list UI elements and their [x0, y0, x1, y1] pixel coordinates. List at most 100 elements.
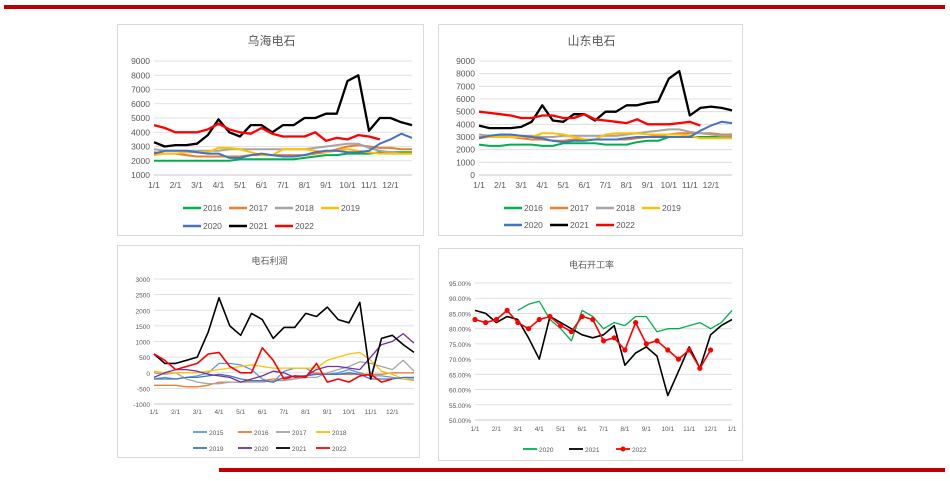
x-tick-label: 1/1: [148, 180, 160, 190]
y-tick-label: -500: [137, 386, 150, 393]
x-tick-label: 7/1: [279, 409, 288, 416]
y-tick-label: 4000: [131, 127, 150, 137]
y-tick-label: 2500: [136, 293, 151, 300]
x-tick-label: 2/1: [492, 426, 501, 433]
chart-title: 电石利润: [251, 255, 287, 266]
series-line-2021: [474, 309, 733, 397]
y-tick-label: 85.00%: [449, 311, 471, 318]
data-point-2022: [536, 316, 542, 323]
data-point-2022: [493, 316, 500, 323]
x-tick-label: 12/1: [703, 180, 720, 190]
y-tick-label: 2000: [136, 308, 151, 315]
y-tick-label: 70.00%: [449, 357, 471, 364]
legend-label-2016: 2016: [524, 203, 543, 213]
legend-label-2017: 2017: [249, 203, 268, 213]
y-tick-label: 5000: [131, 113, 150, 123]
series-line-2021: [153, 297, 415, 380]
data-point-2022: [568, 329, 574, 335]
y-tick-label: 90.00%: [449, 296, 471, 303]
y-tick-label: 6000: [456, 94, 475, 104]
data-point-2022: [622, 347, 628, 353]
legend-label-2018: 2018: [332, 430, 347, 437]
y-tick-label: 2000: [456, 145, 475, 155]
y-tick-label: 1000: [456, 157, 475, 167]
legend-label-2022: 2022: [632, 447, 647, 454]
legend-label-2017: 2017: [292, 430, 307, 437]
data-point-2022: [697, 365, 703, 371]
legend-label-2018: 2018: [295, 203, 314, 213]
x-tick-label: 1/1: [149, 409, 158, 416]
x-tick-label: 9/1: [642, 426, 651, 433]
legend-label-2020: 2020: [254, 446, 269, 453]
series-line-2020: [153, 333, 415, 383]
legend-label-2017: 2017: [570, 203, 589, 213]
data-point-2022: [547, 313, 553, 320]
data-point-2022: [558, 323, 564, 329]
series-line-2019: [478, 132, 732, 141]
x-tick-label: 9/1: [323, 409, 332, 416]
y-tick-label: 5000: [456, 107, 475, 117]
legend-label-2021: 2021: [570, 220, 589, 230]
legend-label-2021: 2021: [292, 446, 307, 453]
y-tick-label: 6000: [131, 99, 150, 109]
data-point-2022: [675, 356, 682, 362]
legend-label-2019: 2019: [209, 446, 224, 453]
series-line-2017: [153, 359, 415, 385]
x-tick-label: 7/1: [277, 180, 289, 190]
legend-label-2020: 2020: [539, 447, 554, 454]
y-tick-label: 2000: [131, 156, 150, 166]
x-tick-label: 6/1: [258, 409, 267, 416]
x-tick-label: 11/1: [361, 180, 377, 190]
x-tick-label: 3/1: [191, 180, 203, 190]
y-tick-label: 3000: [131, 142, 150, 152]
y-tick-label: 500: [139, 355, 150, 362]
chart-title: 乌海电石: [247, 33, 295, 48]
x-tick-label: 8/1: [620, 426, 629, 433]
y-tick-label: 1500: [136, 324, 151, 331]
series-line-2020: [517, 300, 733, 342]
y-tick-label: 80.00%: [449, 327, 471, 334]
y-tick-label: 9000: [456, 56, 475, 66]
series-line-2021: [478, 69, 733, 130]
legend-marker-2022: [620, 446, 626, 452]
x-tick-label: 2/1: [171, 409, 180, 416]
x-tick-label: 12/1: [382, 180, 399, 190]
data-point-2022: [643, 341, 649, 347]
x-tick-label: 3/1: [515, 180, 527, 190]
y-tick-label: 3000: [456, 132, 475, 142]
x-tick-label: 6/1: [256, 180, 268, 190]
x-tick-label: 6/1: [579, 180, 591, 190]
series-line-2016: [154, 151, 412, 162]
legend-label-2022: 2022: [616, 220, 635, 230]
legend-label-2019: 2019: [341, 203, 360, 213]
data-point-2022: [590, 316, 596, 323]
x-tick-label: 8/1: [301, 409, 310, 416]
data-point-2022: [654, 338, 660, 344]
data-point-2022: [472, 316, 478, 323]
bottom-accent-bar: [219, 468, 945, 472]
data-point-2022: [611, 335, 617, 341]
data-point-2022: [707, 347, 714, 353]
y-tick-label: 55.00%: [449, 403, 471, 410]
series-line-2017: [153, 144, 412, 158]
legend-label-2022: 2022: [295, 221, 314, 231]
series-line-2020: [153, 132, 413, 159]
x-tick-label: 4/1: [214, 409, 223, 416]
x-tick-label: 5/1: [234, 180, 246, 190]
legend-label-2022: 2022: [332, 446, 347, 453]
x-tick-label: 10/1: [660, 180, 677, 190]
y-tick-label: 7000: [456, 81, 475, 91]
x-tick-label: 11/1: [683, 426, 696, 433]
x-tick-label: 1/1: [470, 426, 479, 433]
chart-shandong-carbide-price: 山东电石 0 1000 2000 3000 4000 5000 6000 7000 8000 900…: [438, 24, 743, 236]
data-point-2022: [600, 338, 607, 344]
y-tick-label: 4000: [456, 119, 475, 129]
x-tick-label: 6/1: [578, 426, 587, 433]
series-line-2022: [153, 347, 393, 383]
legend-label-2021: 2021: [585, 447, 600, 454]
data-point-2022: [633, 319, 639, 326]
x-tick-label: 7/1: [599, 426, 608, 433]
y-tick-label: 7000: [131, 85, 150, 95]
legend-label-2020: 2020: [524, 220, 543, 230]
series-line-2022: [153, 122, 381, 142]
